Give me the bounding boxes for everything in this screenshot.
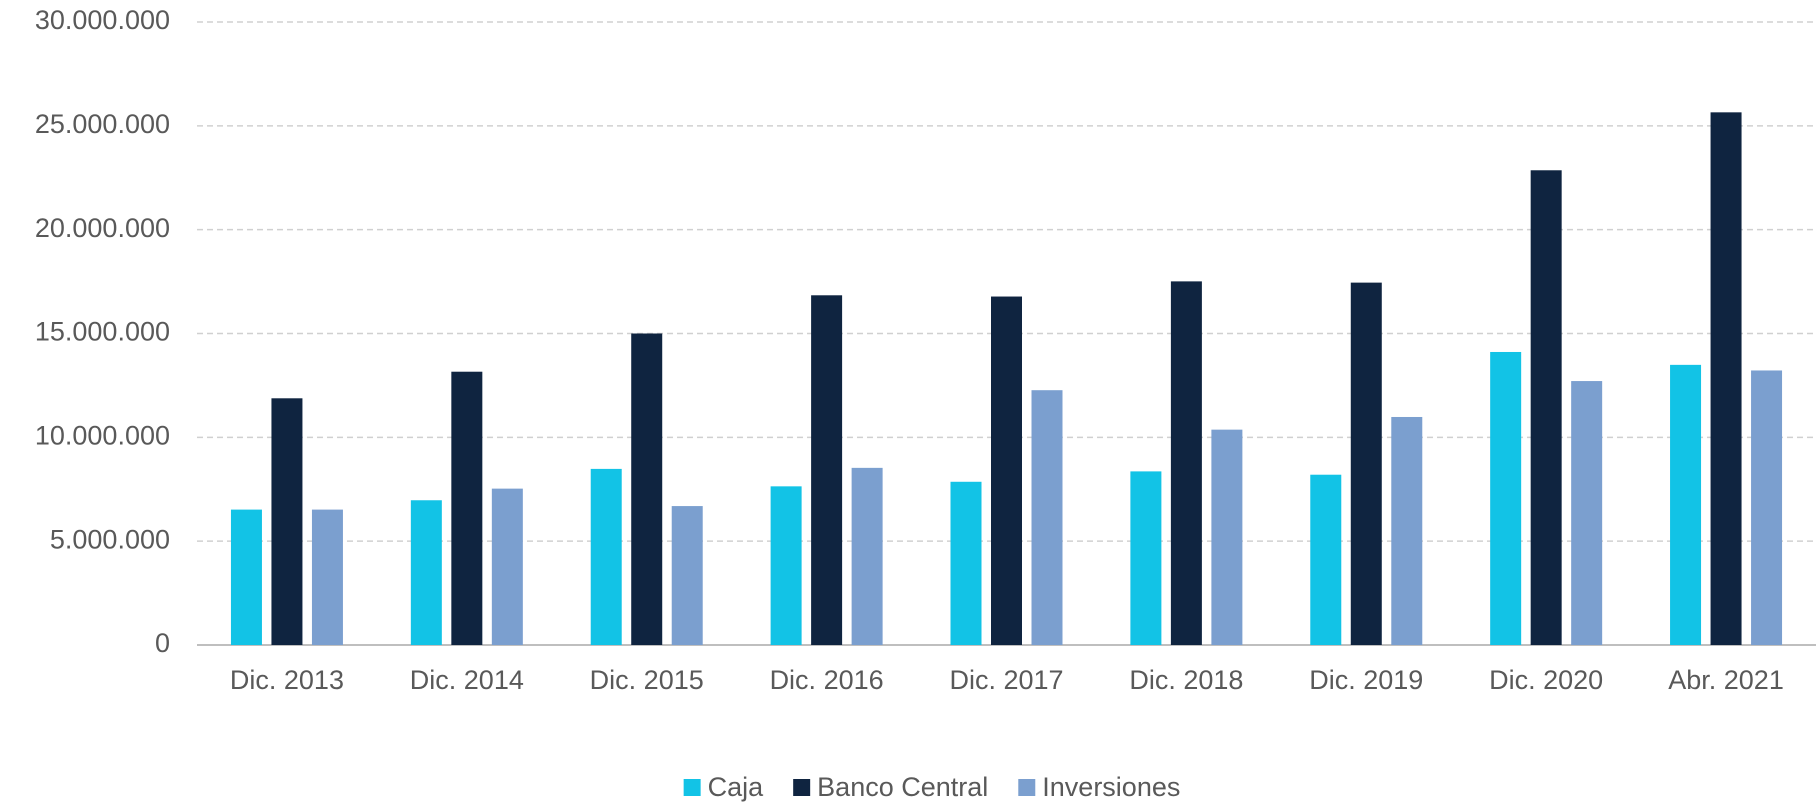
bar — [1490, 351, 1522, 645]
bar — [451, 371, 483, 645]
bar — [1391, 416, 1423, 645]
x-tick-label: Dic. 2014 — [410, 665, 524, 695]
y-tick-label: 0 — [155, 628, 170, 658]
bar — [631, 333, 663, 645]
bar — [271, 398, 303, 645]
bar — [671, 506, 703, 645]
x-tick-label: Dic. 2020 — [1489, 665, 1603, 695]
x-tick-label: Abr. 2021 — [1668, 665, 1784, 695]
y-tick-label: 5.000.000 — [50, 524, 170, 554]
legend-label: Inversiones — [1042, 772, 1180, 802]
bar — [851, 467, 883, 645]
bar — [1350, 282, 1382, 645]
bar — [1170, 281, 1202, 645]
bar — [1310, 474, 1342, 645]
legend-swatch — [1018, 779, 1036, 796]
bar — [1130, 471, 1162, 645]
bar — [491, 488, 523, 645]
bar — [1211, 429, 1243, 645]
bar — [1710, 112, 1742, 645]
legend-label: Banco Central — [817, 772, 988, 802]
x-tick-label: Dic. 2015 — [590, 665, 704, 695]
bar — [311, 509, 343, 645]
bar — [1751, 370, 1783, 645]
bar — [770, 486, 802, 645]
x-tick-label: Dic. 2018 — [1129, 665, 1243, 695]
bar — [230, 509, 262, 645]
x-tick-label: Dic. 2013 — [230, 665, 344, 695]
y-tick-label: 15.000.000 — [35, 317, 170, 347]
legend-swatch — [793, 779, 811, 796]
x-tick-label: Dic. 2017 — [949, 665, 1063, 695]
bar — [811, 295, 843, 645]
bar — [1530, 170, 1562, 646]
y-tick-label: 25.000.000 — [35, 109, 170, 139]
legend-label: Caja — [708, 772, 765, 802]
y-tick-label: 30.000.000 — [35, 5, 170, 35]
y-tick-label: 10.000.000 — [35, 420, 170, 450]
bar — [1571, 381, 1603, 645]
bar — [1670, 364, 1702, 645]
x-tick-label: Dic. 2019 — [1309, 665, 1423, 695]
bar — [950, 481, 982, 645]
bar — [1031, 390, 1063, 645]
bar — [991, 296, 1022, 645]
y-tick-label: 20.000.000 — [35, 213, 170, 243]
legend-swatch — [683, 779, 701, 796]
x-tick-label: Dic. 2016 — [770, 665, 884, 695]
bar — [590, 468, 622, 645]
bar — [410, 500, 442, 645]
